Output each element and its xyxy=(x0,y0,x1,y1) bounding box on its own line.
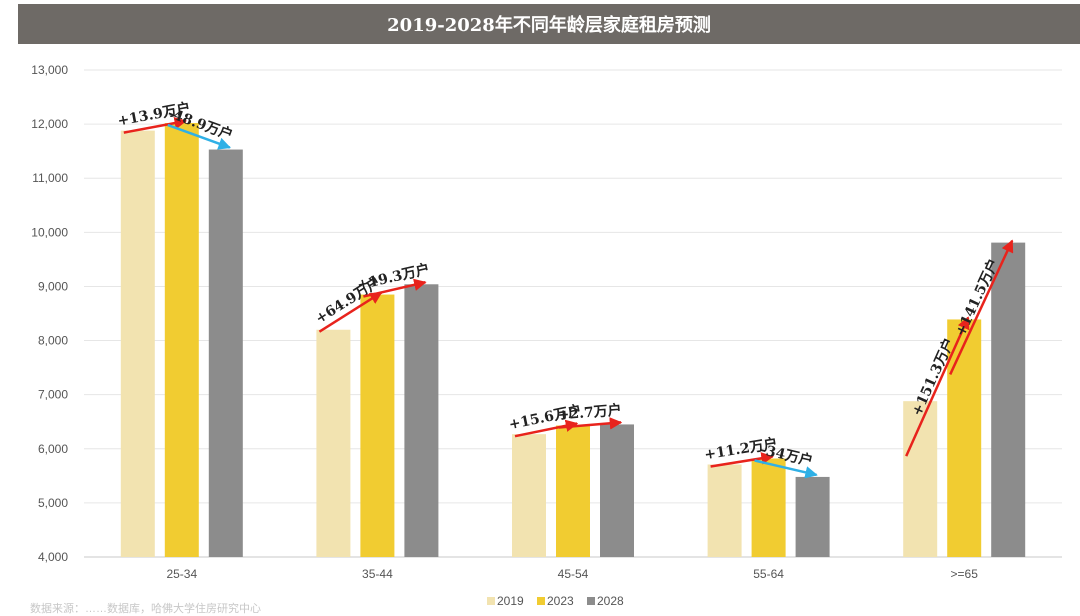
bar-2023-55-64 xyxy=(751,458,786,557)
annotation-arrow xyxy=(754,459,818,479)
bar-2023-35-44 xyxy=(360,294,395,557)
bar-2023->=65 xyxy=(947,319,982,557)
bar-2019-35-44 xyxy=(316,329,351,557)
y-tick-label: 13,000 xyxy=(31,63,68,77)
legend-swatch-2023 xyxy=(537,597,545,605)
y-tick-label: 12,000 xyxy=(31,117,68,131)
bar-2028-25-34 xyxy=(208,149,243,557)
x-tick-label: 55-64 xyxy=(753,567,784,581)
x-tick-label: 45-54 xyxy=(558,567,589,581)
y-tick-label: 9,000 xyxy=(38,279,68,293)
annotation-arrow xyxy=(710,452,774,468)
x-tick-label: 25-34 xyxy=(166,567,197,581)
annotation-arrow xyxy=(318,291,383,333)
bar-2028-35-44 xyxy=(404,284,439,557)
bar-2019-55-64 xyxy=(707,464,742,557)
bar-2028-45-54 xyxy=(600,424,634,557)
bar-2019-25-34 xyxy=(120,130,155,558)
annotation-arrow xyxy=(167,123,231,150)
y-tick-label: 6,000 xyxy=(38,442,68,456)
annotation-label: +2.7万户 xyxy=(557,401,622,423)
bar-2023-45-54 xyxy=(556,425,590,557)
annotation-arrow xyxy=(514,419,579,438)
legend-label-2023: 2023 xyxy=(547,594,574,608)
bar-2019-45-54 xyxy=(512,434,546,557)
annotation-arrow xyxy=(123,116,188,134)
y-tick-label: 4,000 xyxy=(38,550,68,564)
y-tick-label: 8,000 xyxy=(38,334,68,348)
y-tick-label: 5,000 xyxy=(38,496,68,510)
annotation-arrow xyxy=(949,239,1014,375)
bar-2023-25-34 xyxy=(164,123,199,557)
chart-title: 2019-2028年不同年龄层家庭租房预测 xyxy=(387,15,711,36)
y-tick-label: 11,000 xyxy=(32,171,68,185)
legend-swatch-2019 xyxy=(487,597,495,605)
chart-title-bar: 2019-2028年不同年龄层家庭租房预测 xyxy=(18,4,1080,44)
bar-2028-55-64 xyxy=(795,476,830,557)
x-tick-label: >=65 xyxy=(951,567,979,581)
annotation-arrow xyxy=(905,316,970,457)
legend-swatch-2028 xyxy=(587,597,595,605)
x-tick-label: 35-44 xyxy=(362,567,393,581)
y-tick-label: 10,000 xyxy=(31,225,68,239)
bar-2028->=65 xyxy=(991,242,1026,557)
legend-label-2019: 2019 xyxy=(497,594,524,608)
annotation-arrow xyxy=(558,417,623,430)
footnote: 数据来源：……数据库，哈佛大学住房研究中心 xyxy=(30,603,261,615)
annotation-arrow xyxy=(363,278,427,298)
y-tick-label: 7,000 xyxy=(38,388,68,402)
legend-label-2028: 2028 xyxy=(597,594,624,608)
